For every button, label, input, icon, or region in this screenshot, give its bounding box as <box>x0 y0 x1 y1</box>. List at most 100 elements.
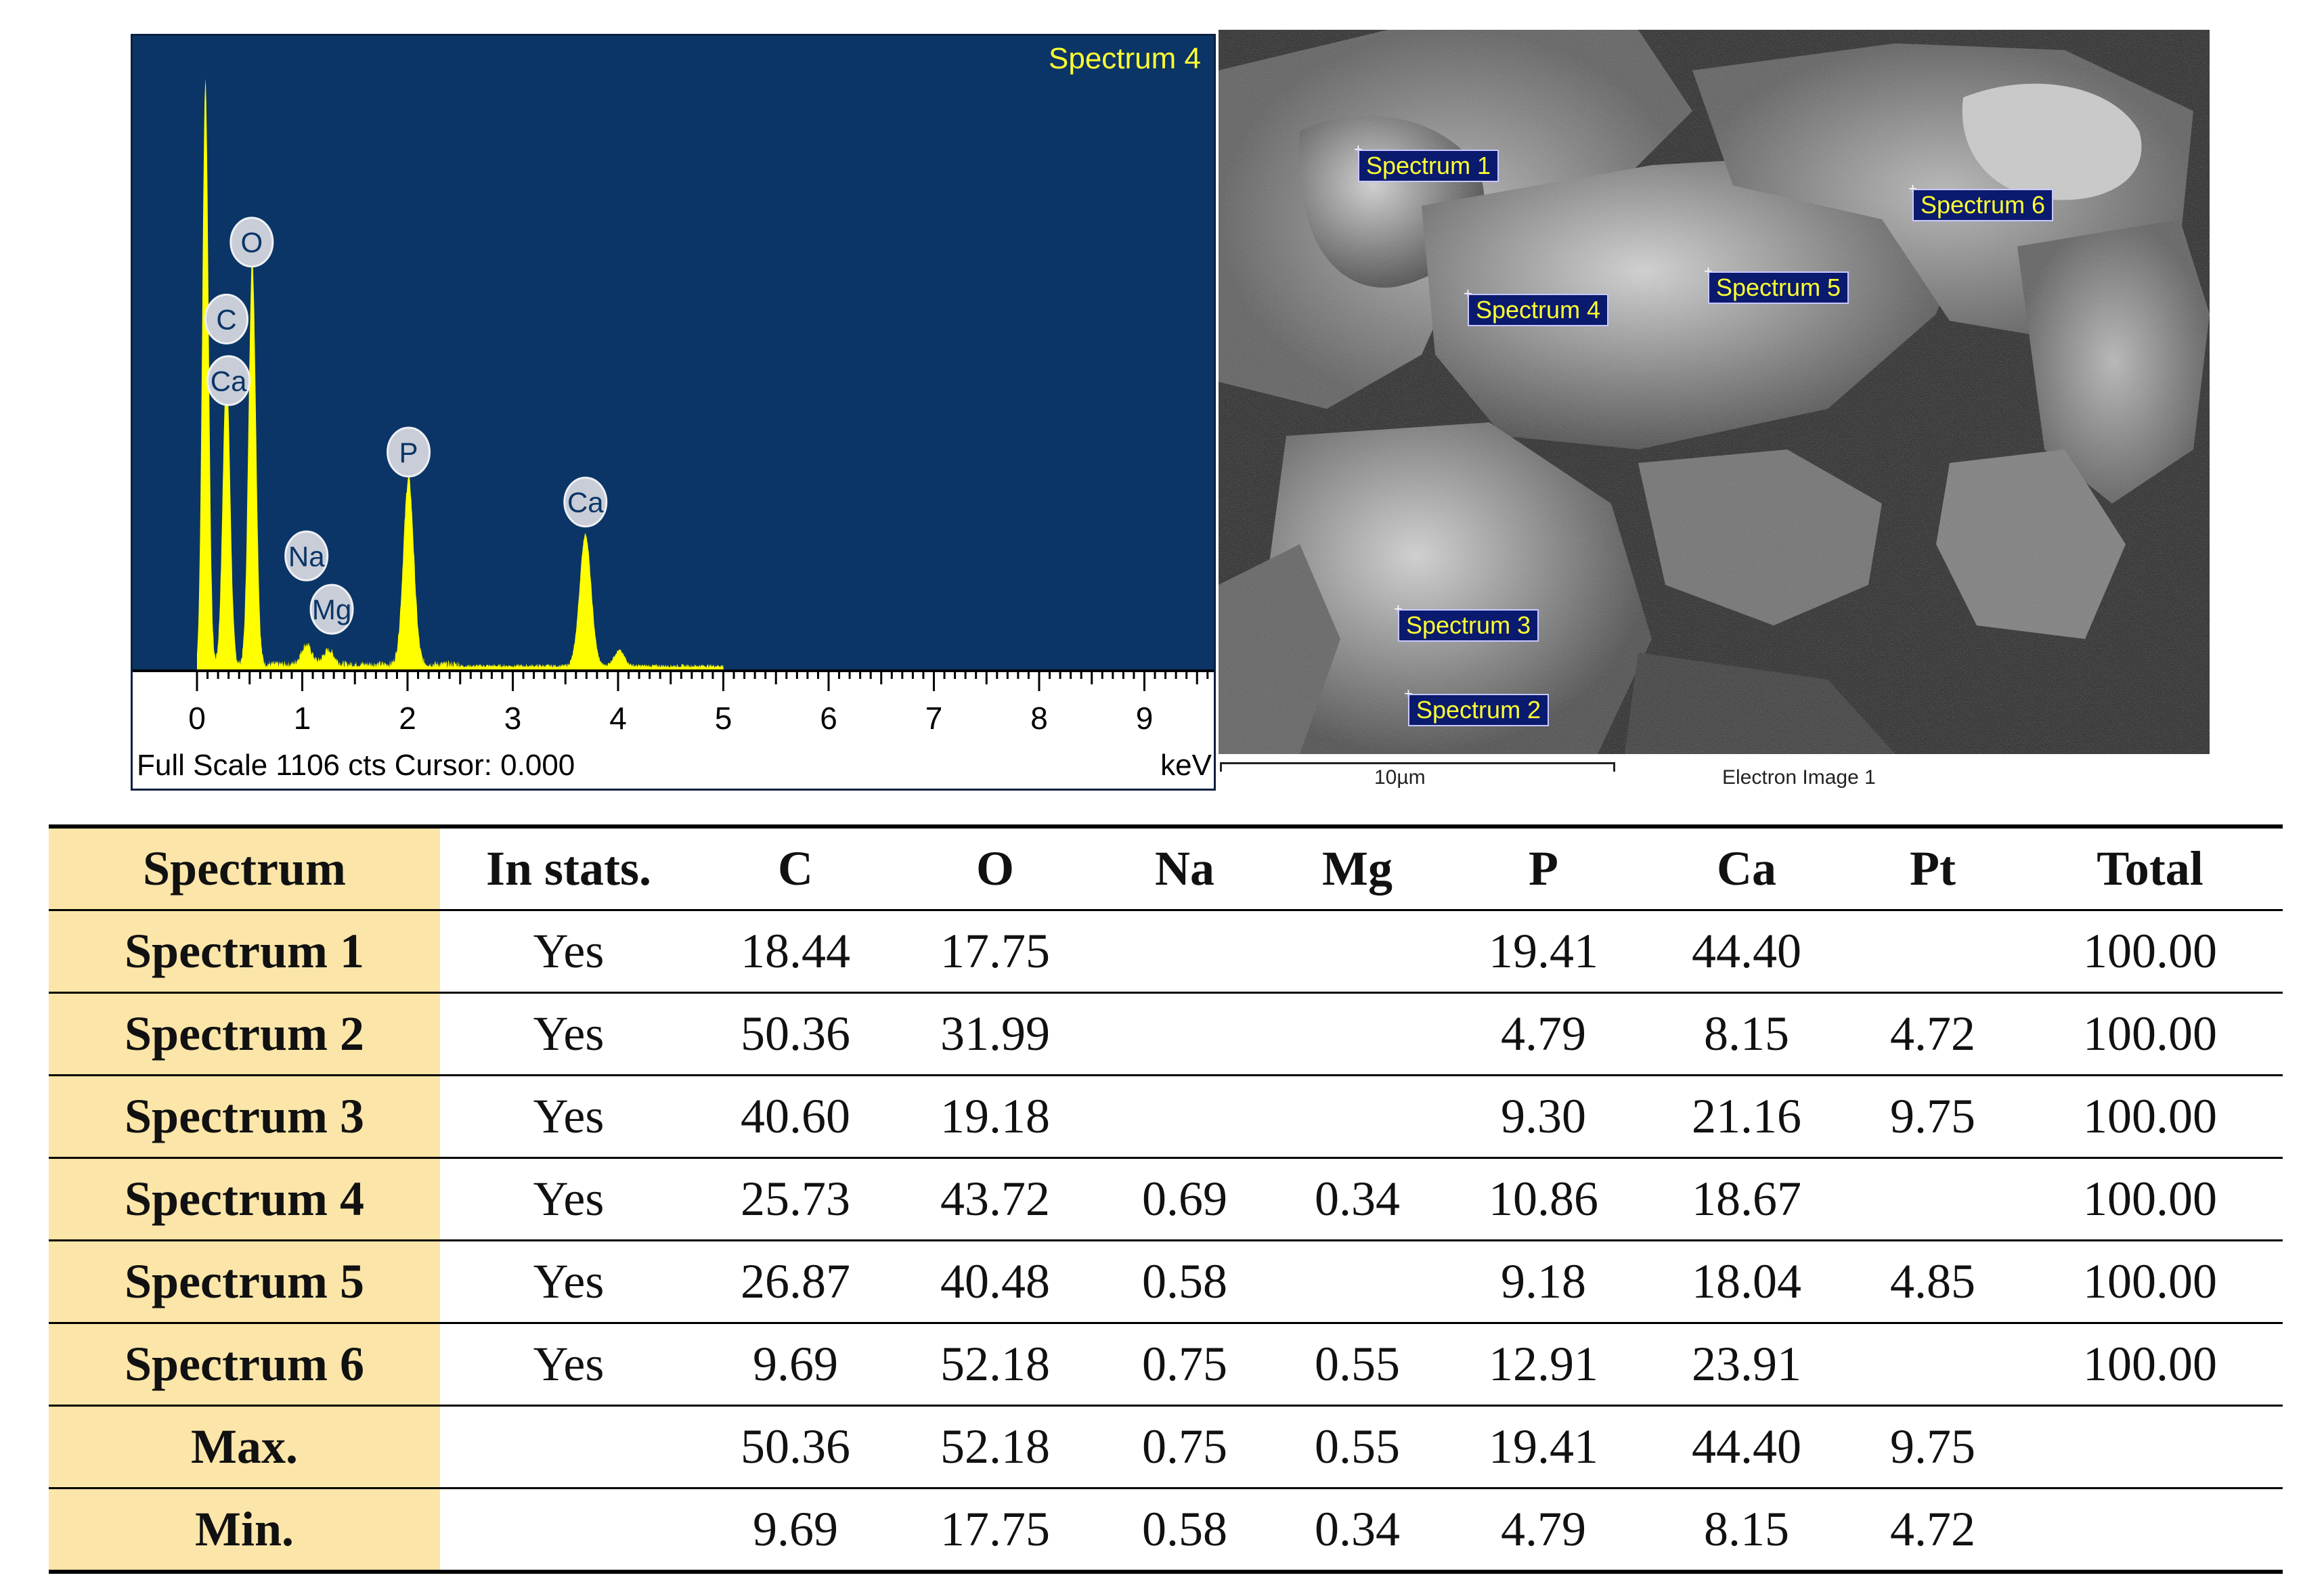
x-tick-label-1: 1 <box>294 701 311 736</box>
table-cell: 100.00 <box>2017 1240 2283 1324</box>
row-label: Max. <box>49 1405 440 1489</box>
table-cell: 26.87 <box>697 1240 894 1324</box>
sem-label-spectrum-2: Spectrum 2 <box>1408 694 1550 726</box>
table-cell: 40.60 <box>697 1075 894 1159</box>
table-cell: 0.34 <box>1273 1157 1442 1241</box>
table-cell <box>1848 1323 2017 1407</box>
col-header-na: Na <box>1097 824 1273 911</box>
x-tick-label-8: 8 <box>1030 701 1048 736</box>
table-row: Spectrum 6 Yes 9.69 52.18 0.75 0.55 12.91 23.91… <box>49 1323 2283 1407</box>
table-cell: 18.67 <box>1645 1157 1848 1241</box>
table-cell: 100.00 <box>2017 992 2283 1076</box>
svg-text:Na: Na <box>288 540 325 572</box>
table-cell: 8.15 <box>1645 1488 1848 1574</box>
sem-caption: Electron Image 1 <box>1722 766 1876 789</box>
svg-text:Ca: Ca <box>567 487 604 519</box>
x-tick-label-2: 2 <box>399 701 416 736</box>
table-cell: Yes <box>440 1240 697 1324</box>
table-cell: 19.18 <box>894 1075 1097 1159</box>
x-tick-label-6: 6 <box>820 701 837 736</box>
table-cell: 50.36 <box>697 992 894 1076</box>
row-label: Min. <box>49 1488 440 1574</box>
peak-label-mg-7: Mg <box>309 583 354 635</box>
sem-micrograph <box>1219 30 2210 754</box>
table-cell: 100.00 <box>2017 1323 2283 1407</box>
table-row: Spectrum 3 Yes 40.60 19.18 9.30 21.16 9.75 100.… <box>49 1075 2283 1159</box>
table-cell: 0.58 <box>1097 1240 1273 1324</box>
table-cell <box>2017 1405 2283 1489</box>
sem-image-panel: + Spectrum 1 + Spectrum 6 + Spectrum 5 +… <box>1219 30 2210 791</box>
col-header-c: C <box>697 824 894 911</box>
svg-text:C: C <box>216 303 236 335</box>
eds-spectrum-chart: O C Ca P Ca Na Mg 0 1 2 3 4 5 6 7 8 9 Spectrum 4 Full S… <box>133 36 1214 782</box>
table-cell: 100.00 <box>2017 1075 2283 1159</box>
x-tick-label-9: 9 <box>1136 701 1154 736</box>
table-cell: 100.00 <box>2017 1157 2283 1241</box>
table-cell: 17.75 <box>894 1488 1097 1574</box>
col-header-pt: Pt <box>1848 824 2017 911</box>
status-line: Full Scale 1106 cts Cursor: 0.000 <box>137 749 575 782</box>
table-cell: Yes <box>440 1323 697 1407</box>
peak-label-ca-3: Ca <box>206 355 251 406</box>
x-unit-label: keV <box>1160 749 1212 782</box>
table-row: Spectrum 4 Yes 25.73 43.72 0.69 0.34 10.86 18.6… <box>49 1157 2283 1241</box>
table-row: Max. 50.36 52.18 0.75 0.55 19.41 44.40 9.75 <box>49 1405 2283 1489</box>
table-row: Spectrum 2 Yes 50.36 31.99 4.79 8.15 4.72 100.0… <box>49 992 2283 1076</box>
spectrum-title: Spectrum 4 <box>1049 42 1201 75</box>
svg-text:O: O <box>241 227 263 259</box>
col-header-mg: Mg <box>1273 824 1442 911</box>
table-cell: 18.44 <box>697 910 894 994</box>
row-label: Spectrum 1 <box>49 910 440 994</box>
peak-label-o-1: O <box>229 217 274 268</box>
row-label: Spectrum 5 <box>49 1240 440 1324</box>
table-cell: 4.72 <box>1848 992 2017 1076</box>
table-cell: Yes <box>440 992 697 1076</box>
table-cell <box>1273 1075 1442 1159</box>
row-label: Spectrum 2 <box>49 992 440 1076</box>
sem-label-spectrum-4: Spectrum 4 <box>1468 294 1609 326</box>
table-cell: 0.75 <box>1097 1323 1273 1407</box>
table-cell: 8.15 <box>1645 992 1848 1076</box>
table-cell <box>1097 910 1273 994</box>
table-cell: 18.04 <box>1645 1240 1848 1324</box>
peak-label-ca-5: Ca <box>563 477 608 528</box>
sem-label-spectrum-6: Spectrum 6 <box>1912 189 2054 221</box>
table-cell <box>1273 992 1442 1076</box>
peak-label-c-2: C <box>204 293 249 345</box>
row-label: Spectrum 3 <box>49 1075 440 1159</box>
table-cell: 0.55 <box>1273 1323 1442 1407</box>
col-header-p: P <box>1442 824 1645 911</box>
scale-bar <box>1220 762 1615 772</box>
table-cell: 31.99 <box>894 992 1097 1076</box>
table-cell: 25.73 <box>697 1157 894 1241</box>
table-cell: Yes <box>440 910 697 994</box>
row-label: Spectrum 4 <box>49 1157 440 1241</box>
table-cell: 9.18 <box>1442 1240 1645 1324</box>
x-tick-label-4: 4 <box>609 701 627 736</box>
svg-text:Ca: Ca <box>211 365 247 397</box>
table-cell: 4.79 <box>1442 1488 1645 1574</box>
table-cell: 19.41 <box>1442 910 1645 994</box>
table-cell: 0.55 <box>1273 1405 1442 1489</box>
col-header-ca: Ca <box>1645 824 1848 911</box>
table-cell: 4.79 <box>1442 992 1645 1076</box>
table-cell: 10.86 <box>1442 1157 1645 1241</box>
composition-table: Spectrum In stats. C O Na Mg P Ca Pt Total Spectr… <box>49 824 2283 1574</box>
table-cell <box>1848 1157 2017 1241</box>
col-header-in-stats: In stats. <box>440 824 697 911</box>
col-header-spectrum: Spectrum <box>49 824 440 911</box>
peak-label-layer: O C Ca P Ca Na Mg <box>204 217 608 635</box>
sem-label-spectrum-5: Spectrum 5 <box>1708 271 1849 304</box>
table-cell: 0.69 <box>1097 1157 1273 1241</box>
table-cell: 44.40 <box>1645 1405 1848 1489</box>
x-tick-label-5: 5 <box>715 701 732 736</box>
svg-text:Mg: Mg <box>312 594 351 625</box>
table-cell: 40.48 <box>894 1240 1097 1324</box>
table-cell: 9.30 <box>1442 1075 1645 1159</box>
eds-spectrum-panel: O C Ca P Ca Na Mg 0 1 2 3 4 5 6 7 8 9 Spectrum 4 Full S… <box>131 34 1216 791</box>
table-row: Spectrum 5 Yes 26.87 40.48 0.58 9.18 18.04 4.85… <box>49 1240 2283 1324</box>
table-cell <box>1273 1240 1442 1324</box>
col-header-total: Total <box>2017 824 2283 911</box>
sem-label-spectrum-3: Spectrum 3 <box>1398 609 1539 642</box>
x-tick-label-3: 3 <box>504 701 522 736</box>
